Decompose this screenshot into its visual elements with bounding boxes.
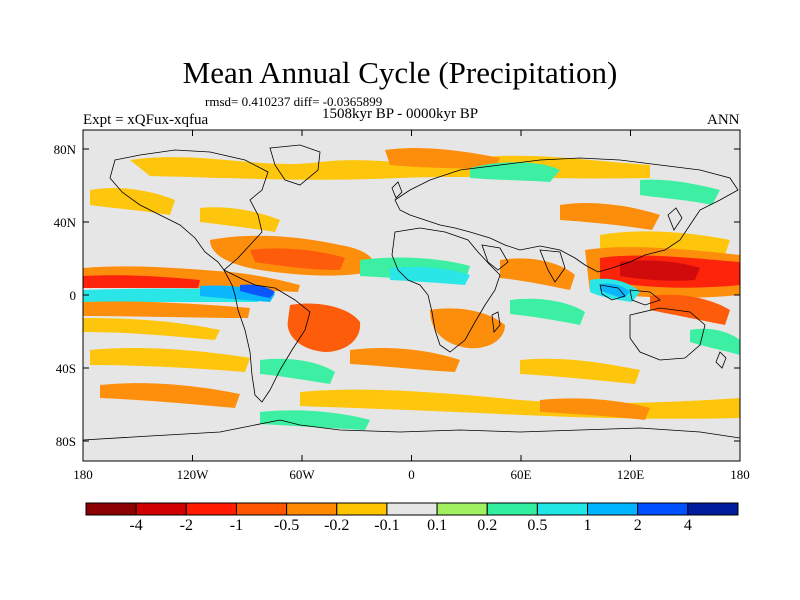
colorbar-label: -1 — [229, 517, 244, 534]
lat-label-40s: 40S — [55, 361, 76, 376]
lat-label-80s: 80S — [55, 434, 76, 449]
colorbar-label: 0.1 — [427, 517, 448, 534]
colorbar-label: 1 — [583, 517, 592, 534]
lon-label-60w: 60W — [289, 467, 315, 482]
colorbar-bin — [286, 502, 338, 516]
colorbar-bin — [386, 502, 438, 516]
stats-line: rmsd= 0.410237 diff= -0.0365899 — [205, 94, 383, 109]
coastlines — [83, 144, 740, 441]
colorbar-label: -0.1 — [374, 517, 400, 534]
colorbar-bin — [687, 502, 739, 516]
colorbar-bin — [536, 502, 589, 516]
colorbar-bin — [185, 502, 237, 516]
period-label: 1508kyr BP - 0000kyr BP — [322, 106, 479, 122]
experiment-label: Expt = xQFux-xqfua — [83, 112, 209, 128]
colorbar-bin — [85, 502, 137, 516]
colorbar-bin — [436, 502, 488, 516]
colorbar-label: -0.5 — [273, 517, 300, 534]
season-label: ANN — [707, 112, 740, 128]
lon-label-120w: 120W — [176, 467, 209, 482]
colorbar-label: 4 — [683, 517, 692, 534]
colorbar-label: -2 — [179, 517, 193, 534]
lon-label-120e: 120E — [616, 467, 645, 482]
lat-label-40n: 40N — [53, 215, 76, 230]
colorbar — [85, 502, 739, 516]
lat-label-80n: 80N — [53, 142, 76, 157]
lon-label-180e: 180 — [730, 467, 750, 482]
colorbar-bin — [587, 502, 639, 516]
colorbar-label: -4 — [129, 517, 143, 534]
lon-label-180w: 180 — [73, 467, 93, 482]
colorbar-bin — [135, 502, 187, 516]
colorbar-bin — [235, 502, 288, 516]
anomaly-fields — [83, 147, 740, 430]
colorbar-bin — [336, 502, 388, 516]
axis-ticks — [82, 130, 741, 461]
colorbar-label: 0.5 — [527, 517, 548, 534]
colorbar-label: -0.2 — [324, 517, 350, 534]
lon-label-0: 0 — [408, 467, 415, 482]
colorbar-label: 2 — [633, 517, 642, 534]
colorbar-bin — [486, 502, 538, 516]
colorbar-label: 0.2 — [477, 517, 498, 534]
chart-title: Mean Annual Cycle (Precipitation) — [182, 55, 618, 90]
colorbar-bin — [637, 502, 689, 516]
lat-label-0: 0 — [69, 288, 77, 303]
lon-label-60e: 60E — [510, 467, 532, 482]
